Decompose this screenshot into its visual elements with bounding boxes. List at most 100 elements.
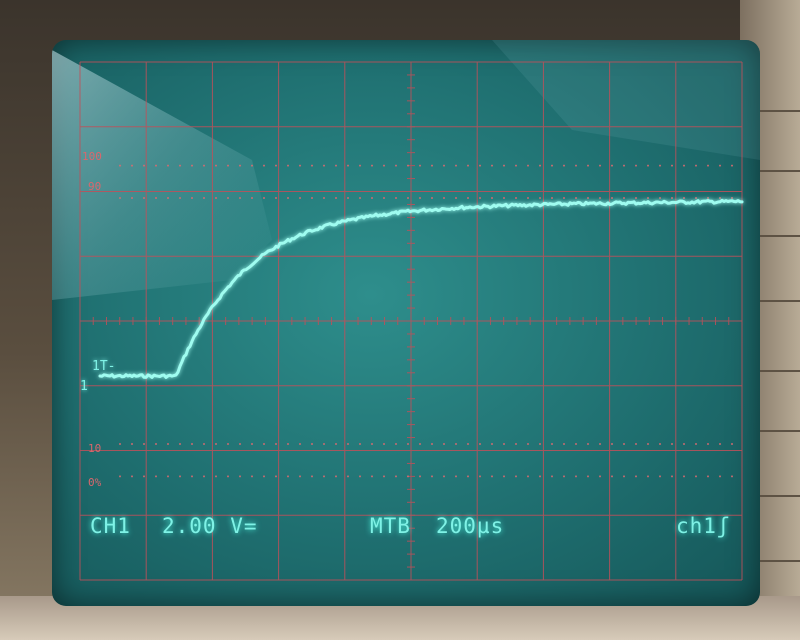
graticule-dot bbox=[383, 443, 385, 445]
graticule-dot bbox=[647, 475, 649, 477]
graticule-dot bbox=[299, 443, 301, 445]
graticule-dot bbox=[599, 475, 601, 477]
graticule-dot bbox=[503, 475, 505, 477]
graticule-dot bbox=[563, 165, 565, 167]
graticule-dot bbox=[467, 475, 469, 477]
trigger-level-marker: 1T- bbox=[92, 359, 115, 374]
graticule-dot bbox=[503, 165, 505, 167]
graticule-dot bbox=[251, 475, 253, 477]
graticule-dot bbox=[491, 197, 493, 199]
graticule-dot bbox=[407, 197, 409, 199]
graticule-dot bbox=[227, 443, 229, 445]
graticule-dot bbox=[215, 165, 217, 167]
graticule-dot bbox=[443, 443, 445, 445]
graticule-dot bbox=[695, 197, 697, 199]
graticule-dot bbox=[119, 475, 121, 477]
graticule-dot bbox=[515, 475, 517, 477]
graticule-label-90: 90 bbox=[88, 180, 101, 193]
graticule-dot bbox=[707, 197, 709, 199]
graticule-dot bbox=[263, 165, 265, 167]
graticule-dot bbox=[179, 475, 181, 477]
graticule-dot bbox=[131, 475, 133, 477]
graticule-dot bbox=[179, 197, 181, 199]
graticule-dot bbox=[683, 165, 685, 167]
graticule-dot bbox=[719, 443, 721, 445]
graticule-dot bbox=[215, 443, 217, 445]
graticule-dot bbox=[191, 475, 193, 477]
time-per-div-readout: 200µs bbox=[436, 514, 504, 538]
graticule-dot bbox=[227, 165, 229, 167]
graticule-dot bbox=[515, 443, 517, 445]
graticule-dot bbox=[407, 475, 409, 477]
graticule-dot bbox=[515, 197, 517, 199]
graticule-dot bbox=[599, 443, 601, 445]
graticule-dot bbox=[467, 165, 469, 167]
graticule-dot bbox=[635, 475, 637, 477]
graticule-dot bbox=[419, 475, 421, 477]
graticule-dot bbox=[239, 443, 241, 445]
graticule-dot bbox=[731, 443, 733, 445]
graticule-dot bbox=[323, 197, 325, 199]
graticule-dot bbox=[191, 165, 193, 167]
graticule-dot bbox=[347, 197, 349, 199]
graticule-dot bbox=[203, 165, 205, 167]
graticule-dot bbox=[263, 475, 265, 477]
graticule-dot bbox=[479, 165, 481, 167]
channel-label: CH1 bbox=[90, 514, 131, 538]
graticule-dot bbox=[167, 197, 169, 199]
graticule-dot bbox=[575, 165, 577, 167]
graticule-dot bbox=[371, 443, 373, 445]
graticule-dot bbox=[671, 443, 673, 445]
graticule-dot bbox=[383, 197, 385, 199]
graticule-dot bbox=[635, 197, 637, 199]
graticule-dot bbox=[671, 197, 673, 199]
graticule-dot bbox=[179, 165, 181, 167]
graticule-dot bbox=[287, 197, 289, 199]
graticule-dot bbox=[287, 475, 289, 477]
graticule-dot bbox=[467, 197, 469, 199]
graticule-dot bbox=[695, 443, 697, 445]
graticule-dot bbox=[203, 197, 205, 199]
graticule-dot bbox=[347, 475, 349, 477]
timebase-label: MTB bbox=[370, 514, 411, 538]
graticule-dot bbox=[191, 443, 193, 445]
graticule-dot bbox=[479, 443, 481, 445]
graticule-dot bbox=[443, 475, 445, 477]
graticule-dot bbox=[611, 197, 613, 199]
graticule-dot bbox=[395, 165, 397, 167]
graticule-dot bbox=[599, 165, 601, 167]
graticule-dot bbox=[155, 165, 157, 167]
graticule-dot bbox=[659, 197, 661, 199]
graticule-dot bbox=[287, 443, 289, 445]
graticule-dot bbox=[587, 165, 589, 167]
graticule-dot bbox=[383, 165, 385, 167]
graticule-dot bbox=[479, 197, 481, 199]
graticule-dot bbox=[395, 197, 397, 199]
graticule-dot bbox=[659, 443, 661, 445]
graticule-dot bbox=[611, 475, 613, 477]
graticule-dot bbox=[431, 165, 433, 167]
graticule-dot bbox=[587, 475, 589, 477]
graticule-dot bbox=[587, 197, 589, 199]
graticule-dot bbox=[359, 165, 361, 167]
graticule-dot bbox=[395, 443, 397, 445]
graticule-dot bbox=[719, 475, 721, 477]
graticule-dot bbox=[119, 443, 121, 445]
graticule-dot bbox=[407, 165, 409, 167]
graticule-dot bbox=[155, 443, 157, 445]
graticule-dot bbox=[431, 443, 433, 445]
graticule-dot bbox=[299, 475, 301, 477]
graticule-dot bbox=[167, 475, 169, 477]
graticule-dot bbox=[695, 475, 697, 477]
graticule-dot bbox=[623, 165, 625, 167]
graticule-dot bbox=[455, 443, 457, 445]
graticule-dot bbox=[335, 165, 337, 167]
graticule-dot bbox=[539, 197, 541, 199]
graticule-dot bbox=[503, 197, 505, 199]
graticule-dot bbox=[155, 197, 157, 199]
graticule-dot bbox=[431, 197, 433, 199]
graticule-dot bbox=[419, 165, 421, 167]
graticule-dot bbox=[323, 165, 325, 167]
graticule-dot bbox=[167, 443, 169, 445]
graticule-dot bbox=[539, 165, 541, 167]
